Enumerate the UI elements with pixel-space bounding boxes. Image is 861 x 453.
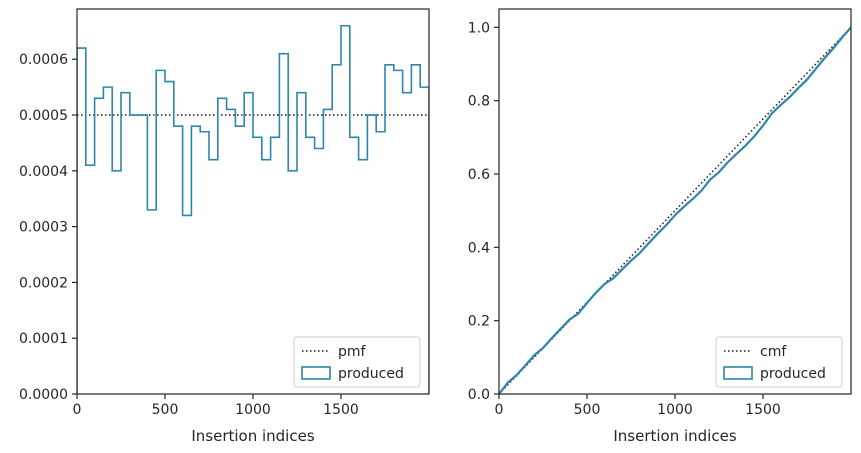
y-tick-label: 0.0000 — [19, 387, 68, 403]
y-tick-label: 0.2 — [468, 314, 490, 330]
y-tick-label: 0.0004 — [19, 164, 68, 180]
y-tick-label: 0.0006 — [19, 52, 68, 68]
legend-box — [293, 336, 421, 388]
y-tick-label: 0.0001 — [19, 331, 68, 347]
produced-line-series — [499, 26, 851, 394]
legend-label-cmf: cmf — [760, 344, 787, 360]
x-axis-label: Insertion indices — [191, 427, 314, 445]
legend-swatch-produced — [301, 366, 331, 380]
x-axis-label: Insertion indices — [613, 427, 736, 445]
legend: cmf produced — [715, 336, 843, 388]
plot-frame — [76, 8, 430, 395]
legend: pmf produced — [293, 336, 421, 388]
y-tick-label: 0.4 — [468, 240, 490, 256]
y-tick-label: 0.0003 — [19, 220, 68, 236]
cmf-panel: 0 500 1000 1500 0.0 0.2 0.4 0.6 0.8 1.0 Insertion … — [468, 8, 852, 445]
x-tick-label: 1500 — [745, 402, 781, 418]
y-tick-label: 0.8 — [468, 94, 490, 110]
pmf-panel: 0 500 1000 1500 0.0000 0.0001 0.0002 0.0003 0.00… — [19, 8, 430, 445]
legend-label-produced: produced — [760, 366, 826, 382]
legend-label-pmf: pmf — [338, 344, 367, 360]
legend-swatch-produced — [723, 366, 753, 380]
plot-area — [499, 26, 851, 394]
x-tick-label: 500 — [574, 402, 601, 418]
y-tick-label: 0.0002 — [19, 275, 68, 291]
y-tick-label: 0.6 — [468, 167, 490, 183]
plot-frame — [498, 8, 852, 395]
y-tick-label: 0.0005 — [19, 108, 68, 124]
x-tick-label: 1000 — [235, 402, 271, 418]
x-tick-label: 1000 — [657, 402, 693, 418]
x-tick-label: 500 — [152, 402, 179, 418]
x-tick-label: 0 — [73, 402, 82, 418]
legend-label-produced: produced — [338, 366, 404, 382]
y-tick-label: 0.0 — [468, 387, 490, 403]
legend-box — [715, 336, 843, 388]
plot-area — [77, 24, 429, 394]
y-tick-label: 1.0 — [468, 20, 490, 36]
produced-histogram-series — [77, 24, 429, 394]
x-tick-label: 0 — [495, 402, 504, 418]
x-tick-label: 1500 — [323, 402, 359, 418]
